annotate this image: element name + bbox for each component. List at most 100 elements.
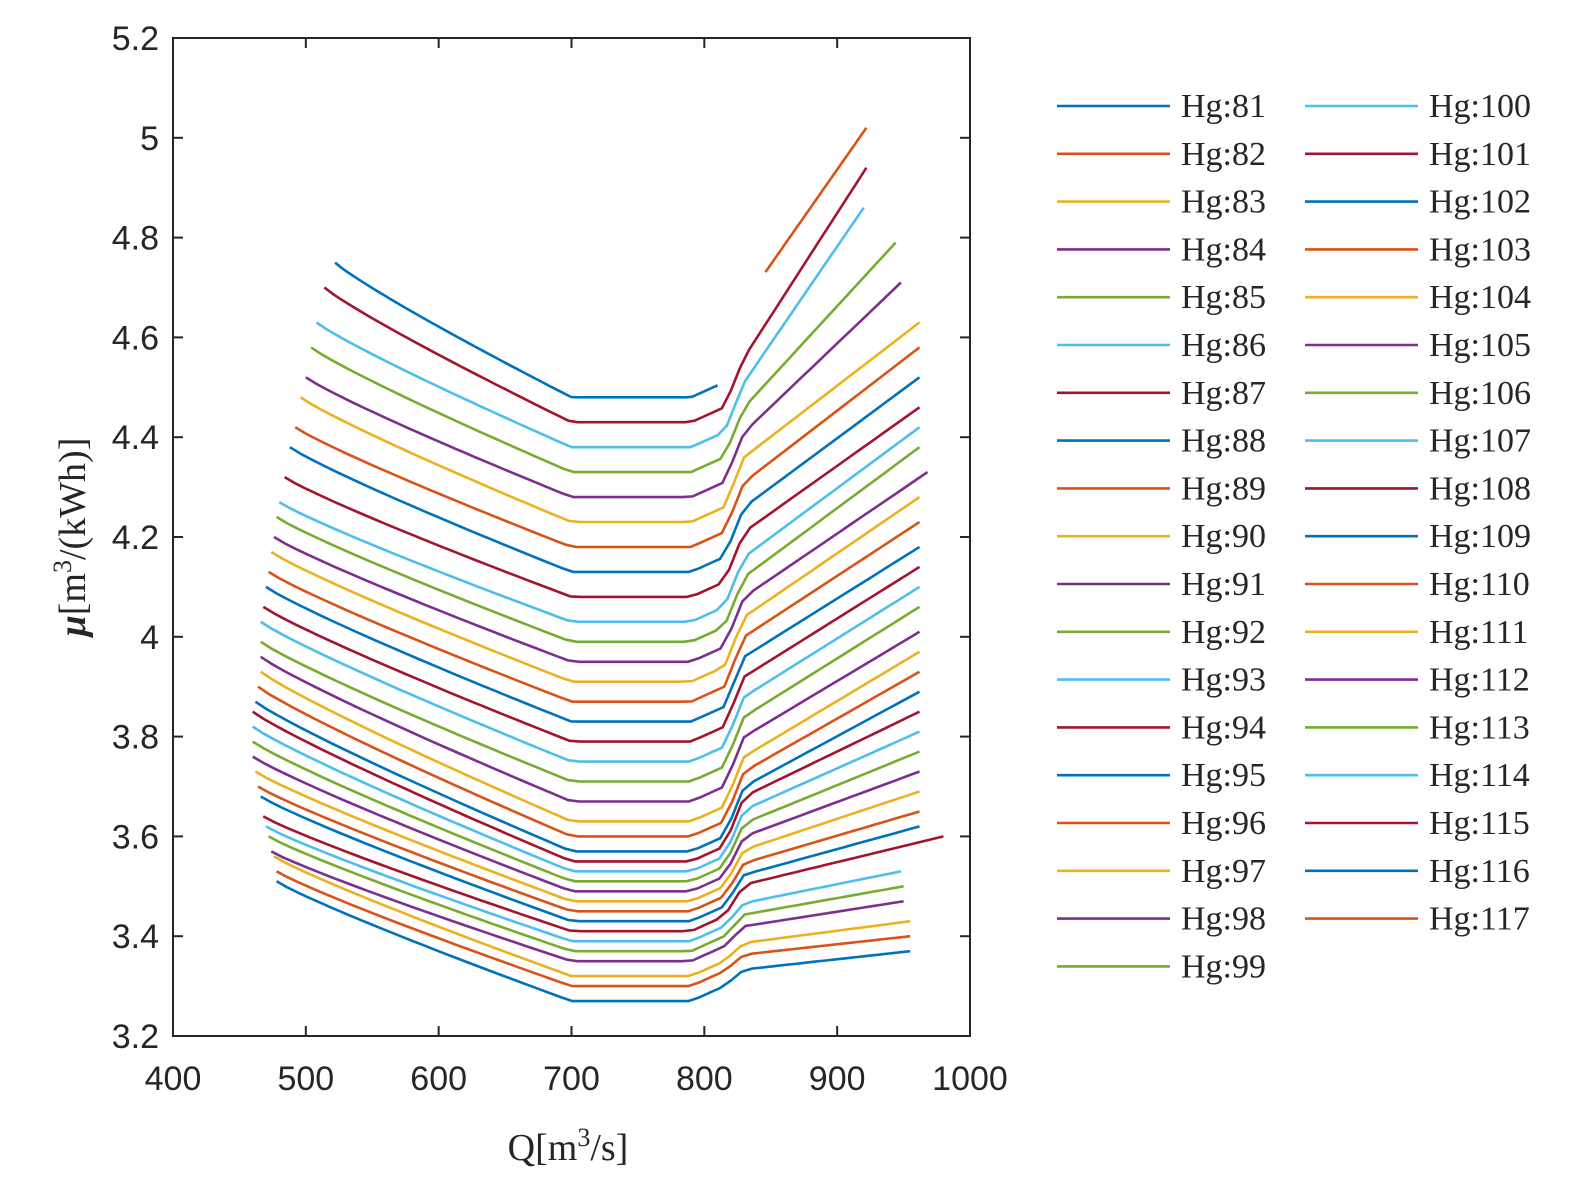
legend-label: Hg:82 [1181,136,1266,173]
y-axis-title-rest: /(kWh)] [52,438,94,560]
series-line-Hg-90 [254,770,920,903]
legend-label: Hg:107 [1429,423,1531,460]
x-tick-label: 500 [277,1060,334,1098]
series-line-Hg-81 [275,880,911,1003]
legend-label: Hg:109 [1429,518,1531,555]
legend-label: Hg:85 [1181,279,1266,316]
legend-label: Hg:108 [1429,470,1531,507]
legend-label: Hg:92 [1181,614,1266,651]
legend-label: Hg:105 [1429,327,1531,364]
legend-label: Hg:111 [1429,614,1528,651]
series-line-Hg-82 [275,870,911,988]
y-axis-title-base: [m [52,573,94,615]
series-line-Hg-102 [265,545,921,723]
legend-label: Hg:112 [1429,662,1530,699]
y-tick-label: 4.6 [112,319,159,357]
legend-label: Hg:100 [1429,88,1531,125]
x-axis-ticks: 400 500 600 700 800 900 1000 [145,38,1008,1098]
legend-label: Hg:102 [1429,184,1531,221]
series-line-Hg-91 [252,755,920,893]
y-axis-ticks: 3.2 3.4 3.6 3.8 4 4.2 4.4 4.6 4.8 5 5.2 [112,20,970,1056]
x-axis-title-sup: 3 [577,1123,590,1152]
series-line-Hg-85 [267,835,904,953]
legend-label: Hg:81 [1181,88,1266,125]
series-line-Hg-110 [294,346,921,549]
x-axis-title: Q[m3/s] [508,1123,629,1169]
series-line-Hg-99 [260,605,921,783]
x-tick-label: 700 [543,1060,600,1098]
y-tick-label: 5 [140,120,159,158]
x-tick-label: 800 [676,1060,733,1098]
series-lines [251,127,944,1003]
legend-label: Hg:113 [1429,709,1530,746]
x-tick-label: 900 [809,1060,866,1098]
series-line-Hg-92 [252,740,920,883]
y-tick-label: 3.4 [112,918,159,956]
legend-label: Hg:115 [1429,805,1530,842]
series-line-Hg-87 [262,815,944,933]
series-line-Hg-103 [267,520,921,704]
legend-label: Hg:96 [1181,805,1266,842]
series-line-Hg-114 [315,206,865,449]
series-line-Hg-113 [310,241,897,474]
series-line-Hg-88 [260,795,920,923]
series-line-Hg-109 [289,376,921,574]
y-axis-title: μ[m3/(kWh)] [48,438,94,639]
series-line-Hg-101 [262,565,921,743]
legend: Hg:81 Hg:82 Hg:83 Hg:84 Hg:85 Hg:86 Hg:87 Hg:88… [1057,88,1531,985]
series-line-Hg-95 [254,690,921,853]
legend-label: Hg:116 [1429,853,1530,890]
y-tick-label: 3.6 [112,818,159,856]
series-line-Hg-86 [265,825,902,943]
series-line-Hg-83 [273,855,911,978]
legend-label: Hg:101 [1429,136,1531,173]
series-line-Hg-111 [299,321,921,524]
y-tick-label: 4.4 [112,419,159,457]
y-tick-label: 4.2 [112,519,159,557]
legend-label: Hg:117 [1429,901,1530,938]
series-line-Hg-97 [259,650,921,823]
y-tick-label: 4.8 [112,220,159,258]
series-line-Hg-117 [764,127,868,273]
series-line-Hg-108 [283,406,921,599]
legend-label: Hg:98 [1181,901,1266,938]
legend-label: Hg:83 [1181,184,1266,221]
legend-label: Hg:90 [1181,518,1266,555]
legend-label: Hg:88 [1181,423,1266,460]
legend-label: Hg:97 [1181,853,1266,890]
y-axis-title-sup: 3 [48,560,77,573]
legend-label: Hg:114 [1429,757,1530,794]
series-line-Hg-100 [260,585,921,763]
x-axis-title-rest: /s] [590,1127,628,1169]
series-line-Hg-98 [259,630,921,803]
legend-label: Hg:99 [1181,948,1266,985]
series-line-Hg-104 [270,496,921,684]
series-line-Hg-106 [275,446,921,644]
legend-label: Hg:89 [1181,470,1266,507]
legend-label: Hg:91 [1181,566,1266,603]
legend-label: Hg:110 [1429,566,1530,603]
series-line-Hg-94 [251,710,921,863]
legend-label: Hg:86 [1181,327,1266,364]
series-line-Hg-112 [305,281,902,499]
series-line-Hg-96 [257,670,921,838]
series-line-Hg-89 [257,785,920,913]
legend-label: Hg:93 [1181,662,1266,699]
y-tick-label: 3.2 [112,1018,159,1056]
legend-label: Hg:106 [1429,375,1531,412]
series-line-Hg-115 [323,167,868,424]
series-line-Hg-116 [334,261,719,399]
series-line-Hg-105 [273,471,929,664]
x-tick-label: 400 [145,1060,202,1098]
legend-label: Hg:103 [1429,231,1531,268]
legend-label: Hg:84 [1181,231,1266,268]
y-tick-label: 4 [140,619,159,657]
series-line-Hg-84 [270,850,904,963]
x-tick-label: 1000 [932,1060,1008,1098]
y-tick-label: 5.2 [112,20,159,58]
series-line-Hg-107 [278,426,921,624]
legend-label: Hg:94 [1181,709,1266,746]
legend-label: Hg:104 [1429,279,1531,316]
